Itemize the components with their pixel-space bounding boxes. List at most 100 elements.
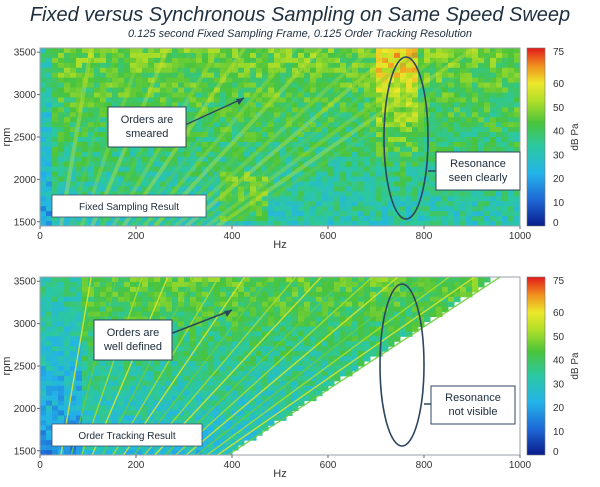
heatmap-cell bbox=[430, 107, 437, 113]
heatmap-cell bbox=[46, 137, 53, 143]
heatmap-cell bbox=[304, 191, 311, 197]
heatmap-cell bbox=[46, 112, 53, 118]
heatmap-cell bbox=[58, 87, 65, 93]
heatmap-cell bbox=[358, 186, 365, 192]
heatmap-cell bbox=[88, 316, 95, 322]
heatmap-cell bbox=[76, 127, 83, 133]
heatmap-cell bbox=[100, 82, 107, 89]
heatmap-cell bbox=[400, 291, 407, 298]
heatmap-cell bbox=[58, 375, 65, 382]
heatmap-cell bbox=[322, 156, 329, 163]
heatmap-cell bbox=[88, 117, 95, 123]
heatmap-cell bbox=[268, 62, 275, 69]
heatmap-cell bbox=[226, 395, 233, 402]
heatmap-cell bbox=[508, 201, 515, 207]
heatmap-cell bbox=[76, 107, 83, 113]
heatmap-cell bbox=[184, 62, 191, 69]
heatmap-cell bbox=[58, 277, 65, 283]
x-ticks: 0 200 400 600 800 1000 bbox=[37, 455, 532, 471]
heatmap-cell bbox=[160, 146, 167, 153]
heatmap-cell bbox=[232, 161, 239, 168]
heatmap-cell bbox=[346, 286, 353, 293]
label-box-result: Fixed Sampling Result bbox=[51, 194, 207, 218]
heatmap-cell bbox=[238, 420, 245, 426]
heatmap-cell bbox=[214, 112, 221, 118]
heatmap-cell bbox=[466, 52, 473, 59]
heatmap-cell bbox=[178, 72, 185, 79]
heatmap-cell bbox=[148, 370, 155, 377]
heatmap-cell bbox=[106, 77, 113, 84]
heatmap-cell bbox=[100, 281, 107, 288]
heatmap-cell bbox=[484, 97, 491, 103]
heatmap-cell bbox=[52, 390, 59, 397]
heatmap-cell bbox=[244, 221, 251, 226]
heatmap-cell bbox=[250, 216, 257, 222]
heatmap-cell bbox=[166, 395, 173, 402]
heatmap-cell bbox=[226, 316, 233, 322]
heatmap-cell bbox=[364, 141, 371, 148]
heatmap-cell bbox=[70, 336, 77, 342]
heatmap-cell bbox=[64, 132, 71, 138]
heatmap-cell bbox=[418, 127, 425, 133]
heatmap-cell bbox=[220, 321, 227, 327]
heatmap-cell bbox=[238, 301, 245, 308]
heatmap-cell bbox=[106, 286, 113, 293]
heatmap-cell bbox=[232, 156, 239, 163]
heatmap-cell bbox=[364, 326, 371, 332]
heatmap-cell bbox=[394, 107, 401, 113]
heatmap-cell bbox=[286, 132, 293, 138]
heatmap-cell bbox=[46, 186, 53, 192]
heatmap-cell bbox=[40, 92, 47, 98]
heatmap-cell bbox=[154, 171, 161, 178]
heatmap-cell bbox=[262, 415, 269, 421]
heatmap-cell bbox=[196, 112, 203, 118]
heatmap-cell bbox=[64, 122, 71, 128]
heatmap-cell bbox=[256, 72, 263, 79]
heatmap-cell bbox=[334, 87, 341, 93]
heatmap-cell bbox=[496, 77, 503, 84]
heatmap-cell bbox=[118, 97, 125, 103]
heatmap-cell bbox=[310, 137, 317, 143]
order-line bbox=[217, 277, 475, 455]
heatmap-cell bbox=[112, 306, 119, 313]
heatmap-cell bbox=[82, 176, 89, 182]
heatmap-cell bbox=[196, 156, 203, 163]
heatmap-cell bbox=[298, 186, 305, 192]
heatmap-cell bbox=[154, 390, 161, 397]
heatmap-cell bbox=[244, 191, 251, 197]
heatmap-cell bbox=[40, 385, 47, 392]
heatmap-cell bbox=[256, 191, 263, 197]
heatmap-cell bbox=[232, 435, 239, 441]
heatmap-cell bbox=[472, 281, 479, 288]
heatmap-cell bbox=[268, 356, 275, 362]
heatmap-cell bbox=[364, 161, 371, 168]
heatmap-cell bbox=[214, 141, 221, 148]
heatmap-cell bbox=[52, 112, 59, 118]
heatmap-cell bbox=[94, 375, 101, 382]
heatmap-cell bbox=[172, 351, 179, 357]
heatmap-cell bbox=[262, 281, 269, 288]
heatmap-cell bbox=[376, 321, 383, 327]
heatmap-cell bbox=[40, 176, 47, 182]
heatmap-cell bbox=[196, 137, 203, 143]
heatmap-cell bbox=[394, 186, 401, 192]
heatmap-cell bbox=[508, 117, 515, 123]
heatmap-cell bbox=[364, 112, 371, 118]
heatmap-cell bbox=[46, 117, 53, 123]
heatmap-cell bbox=[478, 277, 485, 283]
heatmap-cell bbox=[508, 132, 515, 138]
heatmap-cell bbox=[274, 176, 281, 182]
heatmap-cell bbox=[160, 72, 167, 79]
heatmap-cell bbox=[202, 141, 209, 148]
heatmap-cell bbox=[388, 161, 395, 168]
heatmap-cell bbox=[334, 346, 341, 352]
heatmap-cell bbox=[280, 107, 287, 113]
heatmap-cell bbox=[94, 156, 101, 163]
heatmap-cell bbox=[124, 176, 131, 182]
heatmap-cell bbox=[292, 67, 299, 74]
heatmap-cell bbox=[106, 57, 113, 64]
heatmap-cell bbox=[262, 326, 269, 332]
heatmap-cell bbox=[202, 77, 209, 84]
heatmap-cell bbox=[298, 176, 305, 182]
heatmap-cell bbox=[70, 92, 77, 98]
